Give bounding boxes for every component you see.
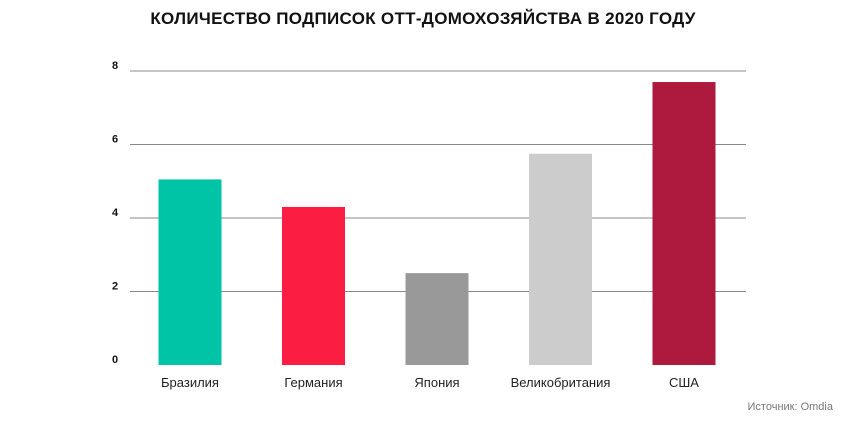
x-tick-label: Бразилия: [161, 375, 219, 390]
y-tick-label: 8: [112, 60, 118, 72]
y-tick-label: 6: [112, 134, 118, 146]
x-tick-label: Германия: [284, 375, 342, 390]
source-note: Источник: Omdia: [747, 401, 833, 413]
bar-3: [529, 153, 592, 365]
chart-title: КОЛИЧЕСТВО ПОДПИСОК ОТТ-ДОМОХОЗЯЙСТВА В …: [150, 9, 696, 28]
x-tick-label: США: [669, 375, 699, 390]
x-tick-label: Великобритания: [511, 375, 611, 390]
y-tick-label: 0: [112, 354, 118, 366]
bars: [158, 82, 716, 366]
x-tick-label: Япония: [414, 375, 459, 390]
y-tick-label: 2: [112, 281, 118, 293]
y-axis-ticks: 0 2 4 6 8: [112, 60, 119, 366]
bar-0: [158, 179, 222, 365]
bar-2: [405, 273, 469, 365]
x-axis-labels: Бразилия Германия Япония Великобритания США: [161, 375, 699, 390]
bar-4: [652, 82, 716, 366]
bar-1: [282, 206, 345, 365]
y-tick-label: 4: [112, 207, 119, 219]
